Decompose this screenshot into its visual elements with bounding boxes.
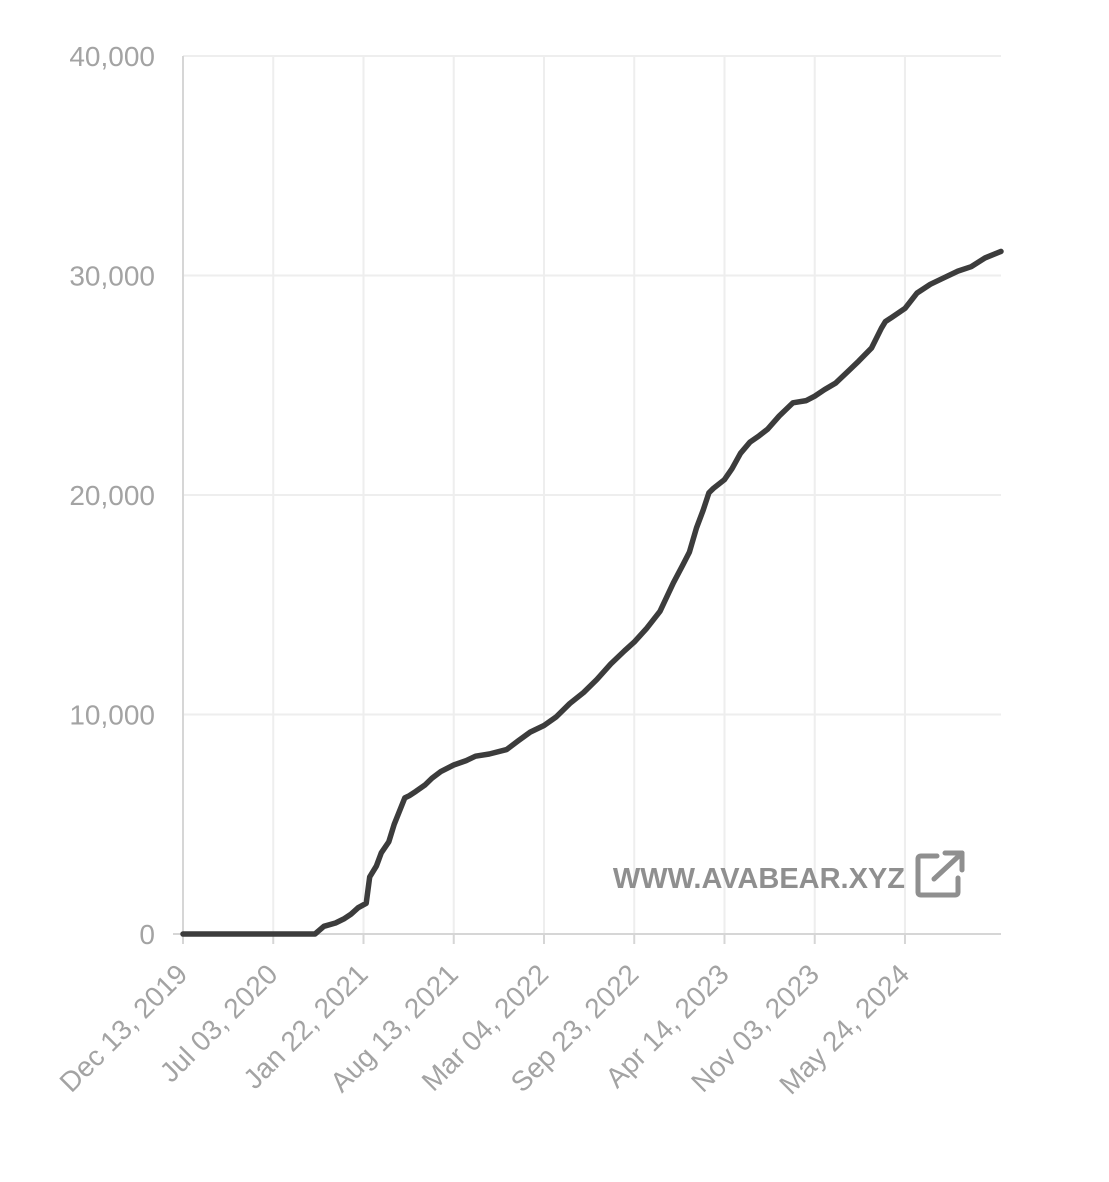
external-link-icon[interactable] — [915, 850, 965, 898]
y-tick-label: 40,000 — [69, 41, 155, 72]
y-tick-label: 0 — [139, 919, 155, 950]
y-tick-label: 10,000 — [69, 700, 155, 731]
grid-layer — [183, 55, 1001, 934]
y-tick-label: 20,000 — [69, 480, 155, 511]
series-layer — [180, 248, 1004, 937]
axis-layer — [173, 56, 1001, 944]
watermark[interactable]: WWW.AVABEAR.XYZ — [613, 850, 965, 898]
watermark-text[interactable]: WWW.AVABEAR.XYZ — [613, 863, 905, 895]
series-line — [180, 248, 1004, 937]
y-tick-label: 30,000 — [69, 261, 155, 292]
